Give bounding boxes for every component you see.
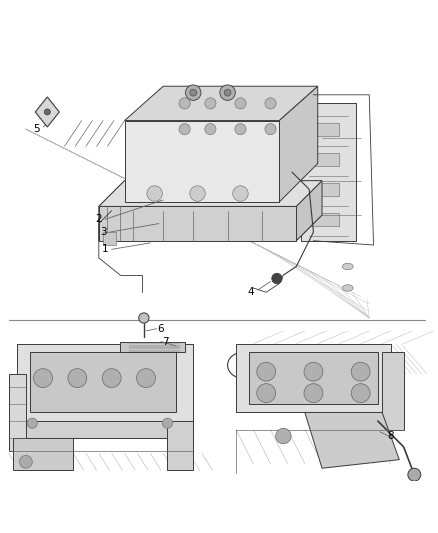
- Text: 7: 7: [162, 337, 169, 346]
- Circle shape: [19, 455, 32, 469]
- Circle shape: [265, 98, 276, 109]
- Circle shape: [257, 362, 276, 381]
- Circle shape: [408, 469, 421, 481]
- Circle shape: [351, 384, 370, 402]
- Circle shape: [27, 418, 37, 429]
- Polygon shape: [249, 352, 378, 404]
- Polygon shape: [103, 232, 116, 245]
- Polygon shape: [309, 213, 339, 225]
- Circle shape: [179, 124, 190, 135]
- Polygon shape: [296, 181, 322, 241]
- Polygon shape: [167, 421, 193, 471]
- Polygon shape: [236, 344, 391, 413]
- Polygon shape: [99, 181, 124, 241]
- Circle shape: [186, 85, 201, 100]
- Circle shape: [205, 124, 216, 135]
- Circle shape: [34, 369, 53, 387]
- Circle shape: [276, 429, 291, 444]
- Polygon shape: [382, 352, 403, 430]
- Polygon shape: [305, 413, 399, 469]
- Circle shape: [235, 124, 246, 135]
- Circle shape: [304, 384, 323, 402]
- Ellipse shape: [343, 263, 353, 270]
- Polygon shape: [309, 123, 339, 135]
- Circle shape: [68, 369, 87, 387]
- Circle shape: [102, 369, 121, 387]
- Circle shape: [265, 124, 276, 135]
- Polygon shape: [17, 421, 193, 438]
- Polygon shape: [124, 86, 318, 120]
- Polygon shape: [124, 120, 279, 202]
- Circle shape: [272, 273, 282, 284]
- Circle shape: [235, 98, 246, 109]
- Circle shape: [190, 186, 205, 201]
- Circle shape: [224, 89, 231, 96]
- Polygon shape: [30, 352, 176, 413]
- Polygon shape: [13, 438, 73, 471]
- Circle shape: [205, 98, 216, 109]
- Circle shape: [304, 362, 323, 381]
- Circle shape: [139, 313, 149, 323]
- Polygon shape: [35, 97, 59, 127]
- Circle shape: [179, 98, 190, 109]
- Text: 6: 6: [158, 324, 164, 334]
- Polygon shape: [309, 153, 339, 166]
- Text: 3: 3: [100, 227, 106, 237]
- Text: 4: 4: [248, 287, 254, 297]
- Polygon shape: [279, 86, 318, 202]
- Polygon shape: [99, 215, 322, 241]
- Circle shape: [190, 89, 197, 96]
- Polygon shape: [17, 344, 193, 421]
- Circle shape: [351, 362, 370, 381]
- Polygon shape: [99, 206, 296, 241]
- Circle shape: [44, 109, 50, 115]
- Polygon shape: [300, 103, 357, 241]
- Polygon shape: [9, 374, 26, 451]
- Text: 5: 5: [33, 124, 40, 134]
- Text: 8: 8: [387, 431, 394, 441]
- Polygon shape: [309, 183, 339, 196]
- Circle shape: [162, 418, 173, 429]
- Ellipse shape: [343, 285, 353, 291]
- Circle shape: [257, 384, 276, 402]
- Circle shape: [147, 186, 162, 201]
- Circle shape: [220, 85, 235, 100]
- Text: 2: 2: [95, 214, 102, 224]
- Polygon shape: [99, 181, 322, 206]
- Circle shape: [233, 186, 248, 201]
- Text: 1: 1: [102, 244, 109, 254]
- Circle shape: [137, 369, 155, 387]
- Polygon shape: [120, 342, 185, 352]
